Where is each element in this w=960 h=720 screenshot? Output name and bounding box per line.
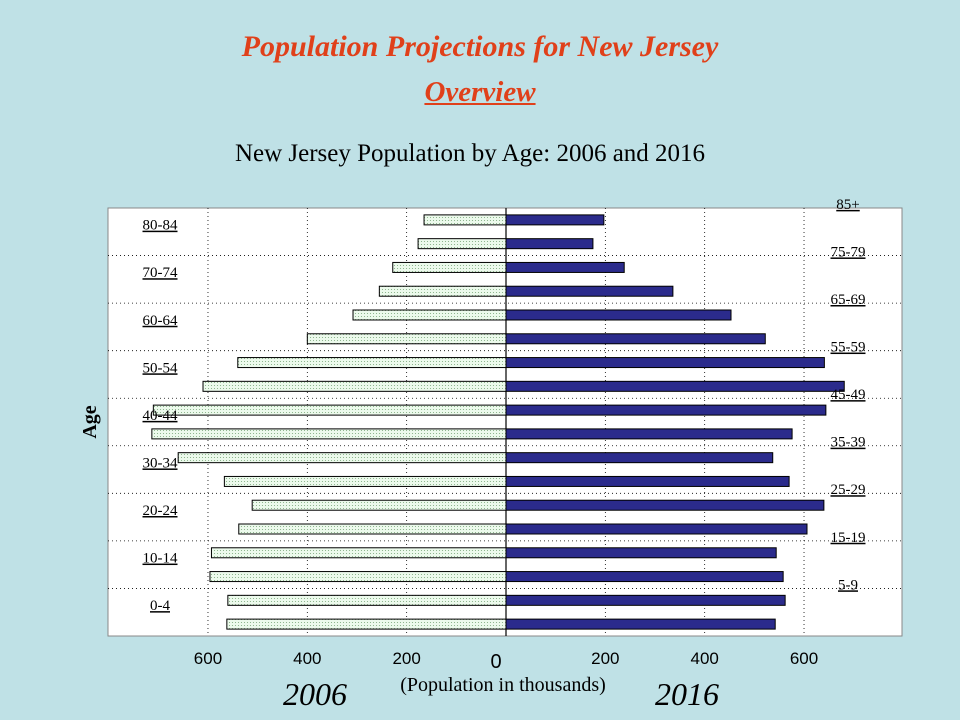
year-label-2016: 2016 xyxy=(655,676,719,712)
bar-2006-70-74 xyxy=(378,285,507,297)
x-tick-label: 600 xyxy=(194,649,222,668)
bar-2006-35-39 xyxy=(177,452,507,464)
bar-2006-60-64 xyxy=(306,333,507,345)
category-label-20-24: 20-24 xyxy=(143,503,178,519)
bar-2016-55-59 xyxy=(505,357,825,369)
bar-2006-85+ xyxy=(423,214,507,226)
bar-2016-30-34 xyxy=(505,475,790,487)
bar-2006-75-79 xyxy=(392,261,507,273)
x-tick-label: 0 xyxy=(490,651,501,673)
bar-2016-45-49 xyxy=(505,404,827,416)
category-label-80-84: 80-84 xyxy=(143,218,178,234)
bar-2016-75-79 xyxy=(505,261,625,273)
y-axis-label: Age xyxy=(79,405,101,438)
category-label-5-9: 5-9 xyxy=(838,577,858,593)
x-tick-label: 600 xyxy=(790,649,818,668)
bar-2016-60-64 xyxy=(505,333,766,345)
bar-2016-10-14 xyxy=(505,571,784,583)
bar-2006-80-84 xyxy=(417,238,507,250)
x-tick-label: 400 xyxy=(293,649,321,668)
category-label-15-19: 15-19 xyxy=(831,530,866,546)
bar-2006-45-49 xyxy=(152,404,507,416)
bar-2006-25-29 xyxy=(251,499,507,511)
bar-2006-65-69 xyxy=(352,309,507,321)
bar-2016-65-69 xyxy=(505,309,732,321)
category-label-40-44: 40-44 xyxy=(143,408,178,424)
bar-2016-50-54 xyxy=(505,380,845,392)
category-label-70-74: 70-74 xyxy=(143,265,178,281)
category-label-75-79: 75-79 xyxy=(831,244,866,260)
bar-2006-0-4 xyxy=(226,618,507,630)
bar-2006-30-34 xyxy=(223,475,507,487)
category-label-30-34: 30-34 xyxy=(143,455,178,471)
bar-2016-25-29 xyxy=(505,499,825,511)
bar-2016-80-84 xyxy=(505,238,594,250)
bar-2006-55-59 xyxy=(237,357,507,369)
slide-title: Population Projections for New Jersey xyxy=(241,30,719,63)
category-label-60-64: 60-64 xyxy=(143,313,178,329)
bar-2006-40-44 xyxy=(151,428,507,440)
category-label-25-29: 25-29 xyxy=(831,482,866,498)
x-tick-labels: 600 400 200 0 200 400 600 xyxy=(194,649,818,673)
category-label-10-14: 10-14 xyxy=(143,551,178,567)
plot-area xyxy=(107,207,903,637)
bar-2006-50-54 xyxy=(202,380,507,392)
bar-2016-20-24 xyxy=(505,523,808,535)
x-tick-label: 200 xyxy=(591,649,619,668)
category-labels: 0-4 10-14 20-24 30-34 40-44 50-54 60-64 70-74 80… xyxy=(143,197,866,614)
category-label-50-54: 50-54 xyxy=(143,360,178,376)
x-tick-label: 200 xyxy=(392,649,420,668)
chart-title: New Jersey Population by Age: 2006 and 2… xyxy=(234,140,706,167)
category-label-35-39: 35-39 xyxy=(831,435,866,451)
bar-2006-10-14 xyxy=(209,571,507,583)
slide-subtitle: Overview xyxy=(424,76,536,108)
x-axis-label: (Population in thousands) xyxy=(400,674,606,696)
bar-2006-15-19 xyxy=(210,547,507,559)
category-label-55-59: 55-59 xyxy=(831,340,866,356)
bar-2016-15-19 xyxy=(505,547,777,559)
bar-2016-85+ xyxy=(505,214,605,226)
bars xyxy=(151,214,845,630)
bar-2006-5-9 xyxy=(227,594,507,606)
year-label-2006: 2006 xyxy=(283,676,347,712)
category-label-65-69: 65-69 xyxy=(831,292,866,308)
bar-2016-5-9 xyxy=(505,594,786,606)
x-tick-label: 400 xyxy=(690,649,718,668)
category-label-0-4: 0-4 xyxy=(150,598,170,614)
bar-2016-35-39 xyxy=(505,452,774,464)
gridlines xyxy=(108,208,902,636)
category-label-45-49: 45-49 xyxy=(831,387,866,403)
bar-2016-40-44 xyxy=(505,428,793,440)
category-label-85+: 85+ xyxy=(836,197,859,213)
bar-2016-70-74 xyxy=(505,285,674,297)
bar-2006-20-24 xyxy=(238,523,507,535)
bar-2016-0-4 xyxy=(505,618,776,630)
